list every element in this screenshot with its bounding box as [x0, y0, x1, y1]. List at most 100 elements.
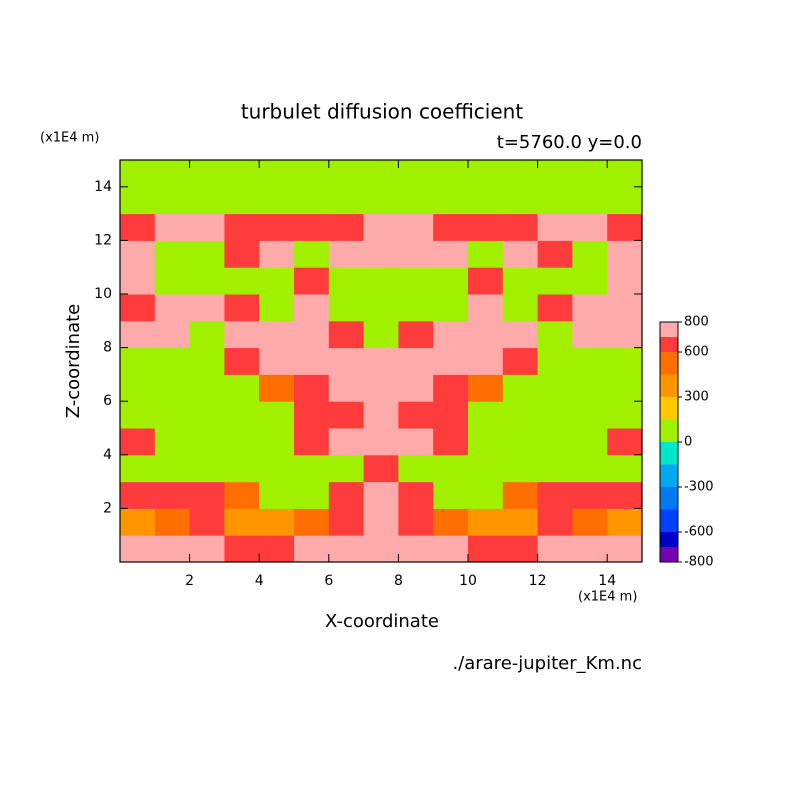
contour-cell [294, 347, 330, 375]
contour-cell [363, 454, 399, 483]
contour-cell [328, 374, 365, 402]
contour-cell [502, 454, 539, 483]
contour-cell [154, 374, 191, 402]
contour-cell [259, 347, 295, 375]
y-tick-label: 6 [103, 393, 112, 409]
contour-cell [154, 481, 191, 509]
contour-cell [468, 347, 504, 375]
contour-cell [189, 535, 225, 563]
contour-cell [468, 481, 504, 509]
contour-cell [328, 213, 365, 241]
contour-cell [189, 267, 225, 295]
contour-cell [224, 160, 260, 188]
contour-cell [537, 401, 573, 429]
y-axis-label: Z-coordinate [63, 304, 84, 419]
contour-cell [433, 240, 469, 268]
contour-cell [259, 401, 295, 429]
x-tick-label: 12 [529, 573, 547, 589]
contour-cell [502, 347, 539, 375]
contour-cell [468, 267, 504, 295]
contour-cell [433, 294, 469, 322]
contour-cell [433, 454, 469, 483]
contour-cell [259, 508, 295, 536]
contour-cell [502, 294, 539, 322]
contour-cell [537, 294, 573, 322]
contour-cell [120, 213, 156, 241]
contour-cell [224, 481, 260, 509]
contour-cell [328, 320, 365, 349]
contour-cell [537, 160, 573, 188]
contour-cell [398, 240, 434, 268]
contour-cell [154, 160, 191, 188]
contour-cell [537, 267, 573, 295]
y-tick-label: 2 [103, 500, 112, 516]
contour-cell [294, 535, 330, 563]
contour-cell [294, 294, 330, 322]
contour-cell [398, 320, 434, 349]
contour-cell [572, 454, 608, 483]
contour-cell [294, 374, 330, 402]
contour-cell [120, 374, 156, 402]
contour-cell [294, 481, 330, 509]
x-tick-label: 8 [394, 573, 403, 589]
contour-cell [398, 481, 434, 509]
contour-cell [607, 454, 643, 483]
contour-cell [154, 401, 191, 429]
contour-cell [328, 454, 365, 483]
contour-cell [398, 213, 434, 241]
contour-cell [154, 186, 191, 215]
contour-cell [607, 320, 643, 349]
contour-cell [363, 294, 399, 322]
contour-cell [120, 508, 156, 536]
contour-cell [224, 508, 260, 536]
contour-cell [537, 454, 573, 483]
contour-cell [189, 508, 225, 536]
contour-cell [502, 401, 539, 429]
contour-cell [224, 320, 260, 349]
contour-cell [259, 535, 295, 563]
contour-cell [328, 481, 365, 509]
contour-cell [154, 267, 191, 295]
contour-cell [572, 481, 608, 509]
contour-cell [502, 320, 539, 349]
contour-cell [363, 347, 399, 375]
contour-cell [502, 213, 539, 241]
contour-cell [120, 481, 156, 509]
chart-subtitle: t=5760.0 y=0.0 [497, 132, 642, 153]
colorbar-segment [660, 322, 678, 337]
colorbar-tick-label: 800 [684, 315, 709, 330]
contour-cell [189, 374, 225, 402]
y-tick-label: 4 [103, 447, 112, 463]
contour-cell [154, 454, 191, 483]
contour-cell [468, 320, 504, 349]
x-tick-label: 6 [324, 573, 333, 589]
contour-cell [398, 535, 434, 563]
colorbar-segment [660, 464, 678, 487]
contour-cell [120, 320, 156, 349]
contour-cell [189, 294, 225, 322]
colorbar-segment [660, 509, 678, 532]
contour-cell [433, 160, 469, 188]
y-tick-label: 10 [94, 286, 112, 302]
contour-cell [189, 401, 225, 429]
chart-title: turbulet diffusion coefficient [241, 100, 524, 124]
contour-cell [363, 428, 399, 456]
contour-cell [607, 267, 643, 295]
contour-cell [294, 454, 330, 483]
plot-frame [119, 159, 643, 563]
contour-cell [294, 160, 330, 188]
colorbar-tick-label: 300 [684, 390, 709, 405]
contour-cell [607, 186, 643, 215]
y-tick-label: 14 [94, 179, 112, 195]
contour-cell [468, 428, 504, 456]
contour-cell [572, 160, 608, 188]
contour-cell [468, 508, 504, 536]
contour-cell [363, 267, 399, 295]
contour-cell [294, 240, 330, 268]
contour-cell [433, 267, 469, 295]
contour-cell [502, 428, 539, 456]
contour-cell [224, 347, 260, 375]
contour-cell [294, 401, 330, 429]
contour-cell [607, 428, 643, 456]
x-unit: (x1E4 m) [578, 590, 637, 605]
